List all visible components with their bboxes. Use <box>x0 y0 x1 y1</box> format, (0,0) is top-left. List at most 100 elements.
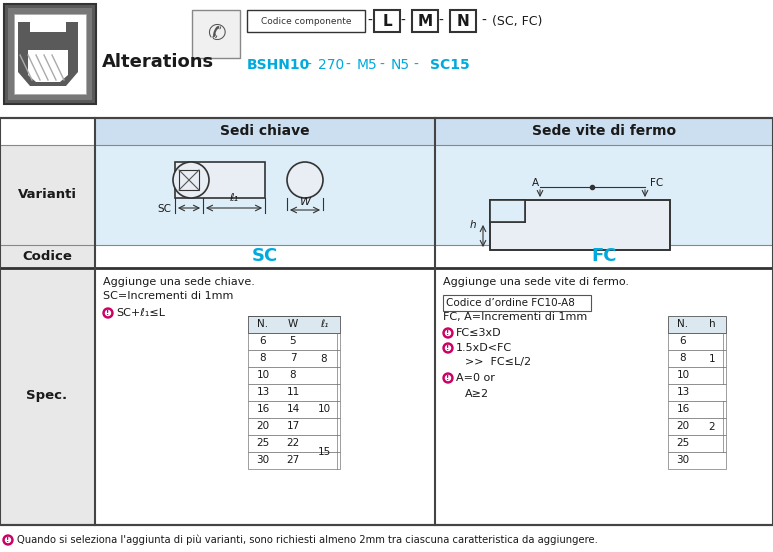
Circle shape <box>443 343 453 353</box>
Text: Aggiunge una sede chiave.: Aggiunge una sede chiave. <box>103 277 255 287</box>
Bar <box>14 14 86 94</box>
Text: M5: M5 <box>357 58 378 72</box>
Circle shape <box>103 308 113 318</box>
Text: L: L <box>382 13 392 29</box>
Text: 8: 8 <box>260 353 267 363</box>
Text: 1.5xD<FC: 1.5xD<FC <box>456 343 512 353</box>
Text: 5: 5 <box>290 336 296 346</box>
Bar <box>668 418 726 435</box>
Text: W: W <box>288 319 298 329</box>
Text: ℓ₁: ℓ₁ <box>320 319 329 329</box>
Text: SC+ℓ₁≤L: SC+ℓ₁≤L <box>116 308 165 318</box>
Bar <box>175 162 265 198</box>
Bar <box>668 401 726 418</box>
Circle shape <box>105 310 111 316</box>
Bar <box>668 333 726 350</box>
Bar <box>179 170 199 190</box>
Bar <box>435 145 773 245</box>
Text: !: ! <box>107 310 110 316</box>
Circle shape <box>287 162 323 198</box>
Text: 17: 17 <box>286 421 300 431</box>
Bar <box>30 22 66 32</box>
Text: 13: 13 <box>676 387 690 397</box>
Text: N.: N. <box>677 319 689 329</box>
Text: Codice d’ordine FC10-A8: Codice d’ordine FC10-A8 <box>446 298 575 308</box>
Bar <box>192 10 240 58</box>
Text: FC, A=Incrementi di 1mm: FC, A=Incrementi di 1mm <box>443 312 587 322</box>
Text: FC: FC <box>591 247 617 265</box>
Text: M: M <box>417 13 433 29</box>
Text: h: h <box>709 319 715 329</box>
Text: Sedi chiave: Sedi chiave <box>220 124 310 138</box>
Bar <box>668 350 726 367</box>
Text: 10: 10 <box>676 370 690 380</box>
Text: !: ! <box>446 345 450 351</box>
Text: -: - <box>345 58 350 72</box>
Text: 8: 8 <box>321 353 327 364</box>
Bar <box>0 118 773 525</box>
Text: BSHN10: BSHN10 <box>247 58 310 72</box>
Bar <box>248 435 340 452</box>
Text: 16: 16 <box>676 404 690 414</box>
Text: 6: 6 <box>679 336 686 346</box>
Bar <box>490 200 670 250</box>
Text: Quando si seleziona l'aggiunta di più varianti, sono richiesti almeno 2mm tra ci: Quando si seleziona l'aggiunta di più va… <box>17 535 598 545</box>
Bar <box>248 452 340 469</box>
Bar <box>668 384 726 401</box>
Bar <box>450 10 476 32</box>
Bar <box>490 200 525 222</box>
Text: 20: 20 <box>676 421 690 431</box>
Circle shape <box>3 535 13 545</box>
Bar <box>248 350 340 367</box>
Text: 27: 27 <box>286 455 300 465</box>
Circle shape <box>445 346 451 351</box>
Circle shape <box>443 373 453 383</box>
Text: 2: 2 <box>709 422 715 432</box>
Text: ✆: ✆ <box>206 24 225 44</box>
Bar <box>435 118 773 145</box>
Bar <box>95 245 435 268</box>
Bar <box>247 10 365 32</box>
Text: ℓ₁: ℓ₁ <box>230 193 239 203</box>
Text: -: - <box>400 14 405 28</box>
Circle shape <box>445 331 451 336</box>
Bar <box>95 118 435 145</box>
Text: Codice componente: Codice componente <box>261 17 351 25</box>
Bar <box>248 401 340 418</box>
Polygon shape <box>28 50 68 82</box>
Text: 30: 30 <box>676 455 690 465</box>
Text: 25: 25 <box>676 438 690 448</box>
Text: 7: 7 <box>290 353 296 363</box>
Circle shape <box>5 538 11 543</box>
Bar <box>490 200 670 250</box>
Circle shape <box>443 328 453 338</box>
Bar <box>412 10 438 32</box>
Text: h: h <box>470 220 476 230</box>
Bar <box>8 8 92 100</box>
Text: FC≤3xD: FC≤3xD <box>456 328 502 338</box>
Text: 16: 16 <box>257 404 270 414</box>
Text: 30: 30 <box>257 455 270 465</box>
Text: >>  FC≤L/2: >> FC≤L/2 <box>465 357 531 367</box>
Text: -: - <box>438 14 444 28</box>
Bar <box>443 295 591 311</box>
Text: FC: FC <box>650 178 663 188</box>
Text: Spec.: Spec. <box>26 390 67 402</box>
Text: SC15: SC15 <box>430 58 470 72</box>
Text: 10: 10 <box>257 370 270 380</box>
Text: -: - <box>413 58 418 72</box>
Text: 13: 13 <box>257 387 270 397</box>
Text: 8: 8 <box>679 353 686 363</box>
Text: 10: 10 <box>318 405 331 415</box>
Bar <box>248 384 340 401</box>
Bar <box>248 316 340 333</box>
Bar <box>95 145 435 245</box>
Text: Aggiunge una sede vite di fermo.: Aggiunge una sede vite di fermo. <box>443 277 629 287</box>
Text: !: ! <box>446 375 450 381</box>
Text: SC=Incrementi di 1mm: SC=Incrementi di 1mm <box>103 291 233 301</box>
Text: 270: 270 <box>318 58 344 72</box>
Bar <box>490 200 670 250</box>
Text: 11: 11 <box>286 387 300 397</box>
Polygon shape <box>18 22 78 86</box>
Text: 20: 20 <box>257 421 270 431</box>
